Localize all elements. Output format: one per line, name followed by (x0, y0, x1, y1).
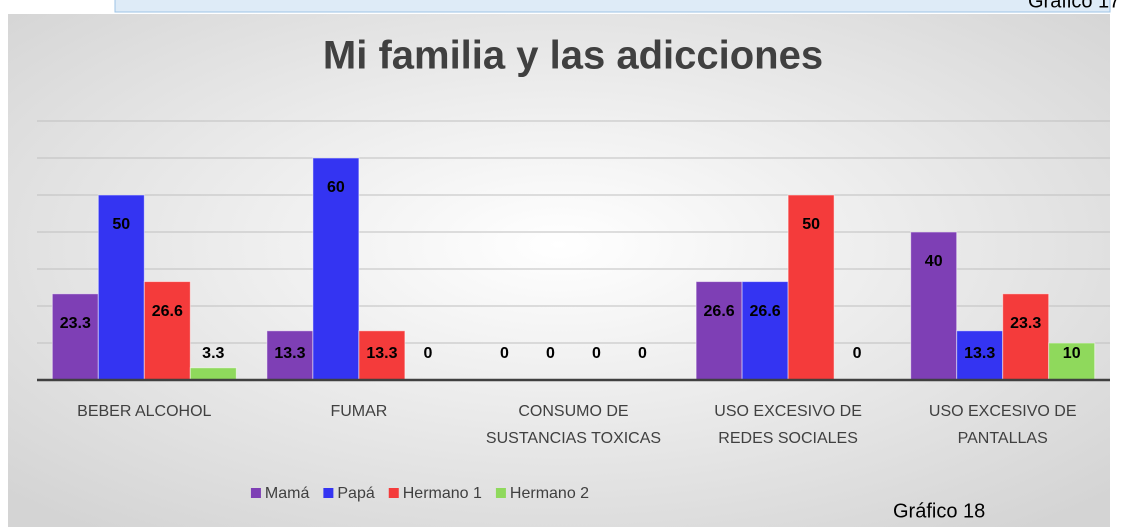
x-tick-label: BEBER ALCOHOL (77, 403, 212, 420)
data-label: 60 (327, 179, 345, 196)
data-label: 0 (638, 345, 647, 362)
data-label: 13.3 (964, 345, 995, 362)
data-label: 0 (853, 345, 862, 362)
top-box (114, 0, 1111, 13)
bar (97, 194, 145, 381)
bar (143, 281, 191, 381)
data-label: 26.6 (704, 303, 735, 320)
data-label: 50 (112, 216, 130, 233)
bar (51, 293, 99, 381)
data-label: 23.3 (1010, 315, 1041, 332)
legend-marker (323, 488, 334, 498)
top-caption: Gráfico 17 (1028, 0, 1120, 12)
bar (358, 330, 406, 381)
bar (1048, 342, 1096, 381)
data-label: 13.3 (366, 345, 397, 362)
legend-marker (495, 488, 506, 498)
legend-marker (388, 488, 399, 498)
bar (695, 281, 743, 381)
legend-label: Papá (337, 485, 374, 502)
data-label: 0 (592, 345, 601, 362)
legend-label: Hermano 2 (510, 485, 589, 502)
legend-label: Mamá (265, 485, 310, 502)
data-label: 23.3 (60, 315, 91, 332)
data-label: 40 (925, 253, 943, 270)
bar (956, 330, 1004, 381)
bottom-caption: Gráfico 18 (893, 500, 985, 522)
data-label: 26.6 (152, 303, 183, 320)
data-label: 0 (423, 345, 432, 362)
bar (910, 231, 958, 381)
x-tick-label: USO EXCESIVO DE REDES SOCIALES (714, 403, 862, 447)
data-label: 0 (500, 345, 509, 362)
data-label: 10 (1063, 345, 1081, 362)
data-label: 3.3 (202, 345, 224, 362)
x-tick-label: USO EXCESIVO DE PANTALLAS (928, 403, 1077, 447)
x-tick-label: FUMAR (330, 403, 388, 420)
data-label: 0 (546, 345, 555, 362)
legend-label: Hermano 1 (403, 485, 482, 502)
chart-title: Mi familia y las adicciones (323, 34, 823, 78)
data-label: 13.3 (274, 345, 305, 362)
data-label: 50 (802, 216, 820, 233)
bar (189, 367, 237, 381)
legend-marker (250, 488, 261, 498)
bar (1002, 293, 1050, 381)
data-label: 26.6 (750, 303, 781, 320)
bar (787, 194, 835, 381)
bar (741, 281, 789, 381)
bar (312, 157, 360, 381)
x-tick-label: CONSUMO DE SUSTANCIAS TOXICAS (485, 403, 662, 447)
